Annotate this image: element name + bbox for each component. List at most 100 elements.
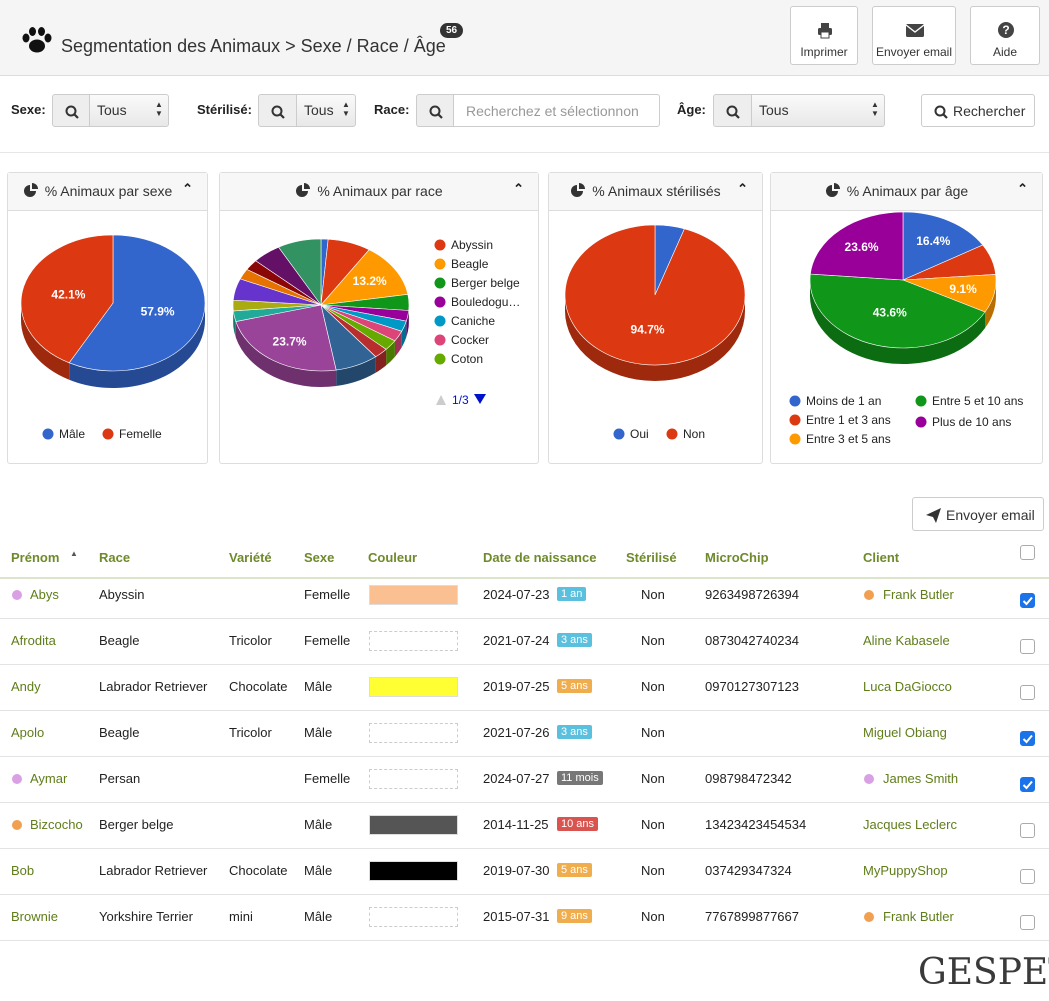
filter-value: Tous xyxy=(97,102,127,118)
client-name[interactable]: Frank Butler xyxy=(883,909,954,924)
birth-date: 2021-07-24 xyxy=(483,633,550,648)
header-button[interactable]: Envoyer email xyxy=(872,6,956,65)
filter-select[interactable]: Tous ▲ ▼ xyxy=(751,94,885,127)
row-checkbox[interactable] xyxy=(1020,777,1035,792)
chart-title: % Animaux par âge xyxy=(825,183,968,199)
filter-label: Race: xyxy=(374,102,410,117)
breed: Yorkshire Terrier xyxy=(99,909,193,924)
pet-name[interactable]: Andy xyxy=(11,679,41,694)
header-rule xyxy=(0,577,1049,579)
column-header[interactable]: Variété xyxy=(229,550,272,565)
row-checkbox[interactable] xyxy=(1020,731,1035,746)
sex: Mâle xyxy=(304,817,333,832)
pet-name[interactable]: Aymar xyxy=(30,771,68,786)
birth-date: 2015-07-31 xyxy=(483,909,550,924)
header-button[interactable]: ? Aide xyxy=(970,6,1040,65)
client-name[interactable]: Luca DaGiocco xyxy=(863,679,952,694)
filter-search-button[interactable] xyxy=(713,94,752,127)
filter-search-button[interactable] xyxy=(416,94,454,127)
search-icon xyxy=(63,103,83,124)
sex: Femelle xyxy=(304,633,351,648)
column-header[interactable]: Stérilisé xyxy=(626,550,677,565)
row-checkbox[interactable] xyxy=(1020,869,1035,884)
pet-name[interactable]: Abys xyxy=(30,587,59,602)
column-header[interactable]: Date de naissance xyxy=(483,550,597,565)
microchip: 7767899877667 xyxy=(705,909,799,924)
row-checkbox[interactable] xyxy=(1020,593,1035,608)
birth-date: 2014-11-25 xyxy=(483,817,549,832)
collapse-button[interactable]: ⌃ xyxy=(737,181,748,196)
chart-panel: % Animaux par race ⌃ xyxy=(219,172,539,464)
column-header[interactable]: Sexe xyxy=(304,550,335,565)
client-name[interactable]: Aline Kabasele xyxy=(863,633,950,648)
filter-label: Âge: xyxy=(677,102,706,117)
column-header[interactable]: Client xyxy=(863,550,900,565)
column-header[interactable]: Couleur xyxy=(368,550,418,565)
color-swatch xyxy=(369,677,458,697)
column-header[interactable]: MicroChip xyxy=(705,550,769,565)
color-swatch xyxy=(369,815,458,835)
collapse-button[interactable]: ⌃ xyxy=(182,181,193,196)
sex: Mâle xyxy=(304,863,333,878)
chart-panel-header: % Animaux par âge ⌃ xyxy=(771,173,1042,211)
pet-name[interactable]: Bob xyxy=(11,863,35,878)
filter-select[interactable]: Tous ▲ ▼ xyxy=(296,94,356,127)
variety: Chocolate xyxy=(229,863,288,878)
chart-title: % Animaux par race xyxy=(295,183,443,199)
filter-search-button[interactable] xyxy=(52,94,90,127)
chart-panel-header: % Animaux par sexe ⌃ xyxy=(8,173,207,211)
pet-name[interactable]: Afrodita xyxy=(11,633,56,648)
client-name[interactable]: Miguel Obiang xyxy=(863,725,947,740)
row-checkbox[interactable] xyxy=(1020,915,1035,930)
birth-date: 2019-07-25 xyxy=(483,679,550,694)
pet-name[interactable]: Bizcocho xyxy=(30,817,83,832)
color-swatch xyxy=(369,769,458,789)
filter-input[interactable]: Recherchez et sélectionnon xyxy=(453,94,660,127)
sex: Mâle xyxy=(304,725,333,740)
client-name[interactable]: MyPuppyShop xyxy=(863,863,948,878)
sex: Mâle xyxy=(304,679,333,694)
client-name[interactable]: James Smith xyxy=(883,771,959,786)
row-checkbox[interactable] xyxy=(1020,823,1035,838)
chart-panel: % Animaux par âge ⌃ xyxy=(770,172,1043,464)
column-header[interactable]: Race xyxy=(99,550,131,565)
email-button[interactable]: Envoyer email xyxy=(912,497,1044,531)
chart-title-group: % Animaux stérilisés xyxy=(549,183,742,203)
sort-indicator: ▲ xyxy=(70,549,78,558)
color-swatch xyxy=(369,861,458,881)
filter-placeholder: Recherchez et sélectionnon xyxy=(466,103,639,119)
client-dot xyxy=(864,590,874,600)
microchip: 098798472342 xyxy=(705,771,792,786)
microchip: 9263498726394 xyxy=(705,587,799,602)
header-divider xyxy=(0,152,1049,153)
age-badge: 9 ans xyxy=(557,909,592,923)
client-name[interactable]: Frank Butler xyxy=(883,587,954,602)
birth-date: 2024-07-27 xyxy=(483,771,550,786)
collapse-button[interactable]: ⌃ xyxy=(1017,181,1028,196)
chart-icon xyxy=(825,183,841,202)
search-icon-glyph xyxy=(726,105,740,119)
client-name[interactable]: Jacques Leclerc xyxy=(863,817,957,832)
filter-select[interactable]: Tous ▲ ▼ xyxy=(89,94,169,127)
search-button[interactable]: Rechercher xyxy=(921,94,1035,127)
sex: Femelle xyxy=(304,771,351,786)
pet-name[interactable]: Apolo xyxy=(11,725,45,740)
header-button[interactable]: Imprimer xyxy=(790,6,858,65)
row-checkbox[interactable] xyxy=(1020,639,1035,654)
row-checkbox[interactable] xyxy=(1020,685,1035,700)
row-checkbox[interactable] xyxy=(1020,545,1035,560)
column-header[interactable]: Prénom xyxy=(11,550,60,565)
breed: Beagle xyxy=(99,725,140,740)
send-icon xyxy=(925,507,945,528)
pet-dot xyxy=(12,774,22,784)
sterilized: Non xyxy=(641,633,665,648)
send-icon-glyph xyxy=(926,508,941,523)
pet-name[interactable]: Brownie xyxy=(11,909,58,924)
age-badge: 3 ans xyxy=(557,633,592,647)
sterilized: Non xyxy=(641,909,665,924)
chart-panel: % Animaux par sexe ⌃ xyxy=(7,172,208,464)
collapse-button[interactable]: ⌃ xyxy=(513,181,524,196)
filter-search-button[interactable] xyxy=(258,94,297,127)
page-title: Segmentation des Animaux > Sexe / Race /… xyxy=(61,36,446,56)
button-icon-glyph: ? xyxy=(998,22,1014,38)
